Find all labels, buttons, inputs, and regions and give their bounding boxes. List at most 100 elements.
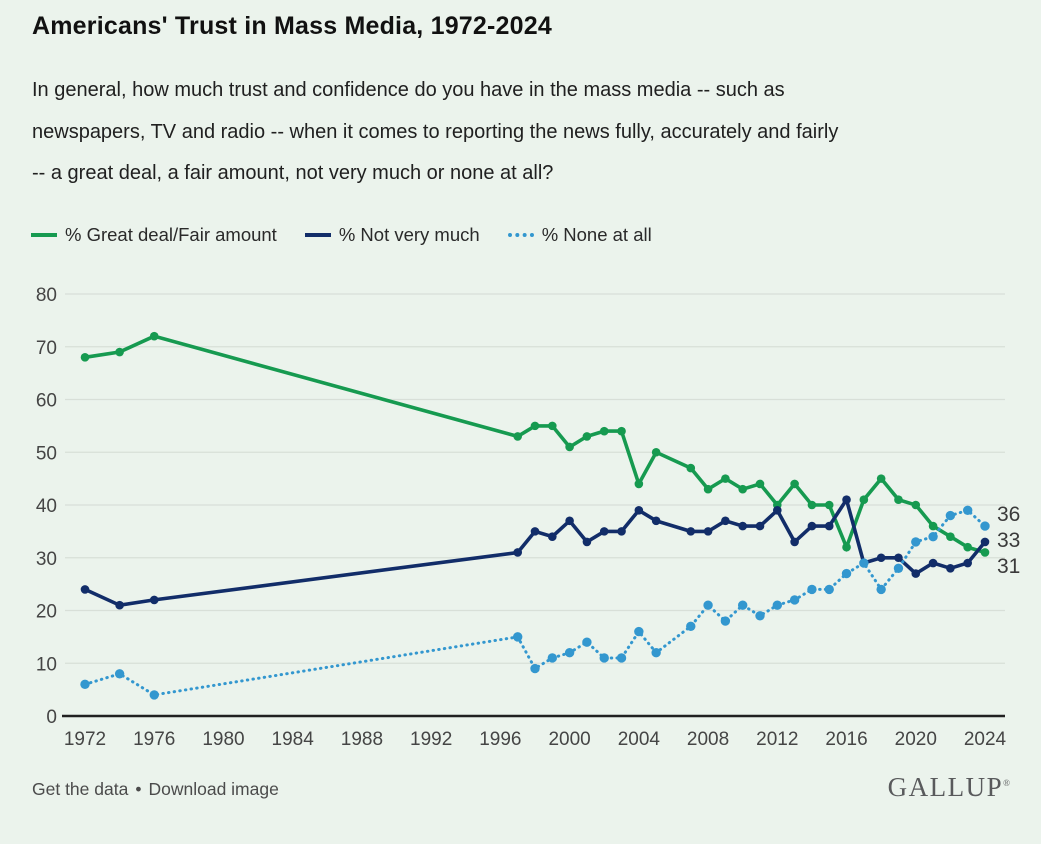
data-point [530, 663, 540, 674]
data-point [686, 621, 696, 632]
data-point [149, 690, 159, 700]
data-point [945, 510, 956, 521]
data-point [876, 474, 886, 483]
dotted-line-swatch-icon [507, 233, 534, 237]
data-point [149, 595, 159, 605]
subtitle-line: newspapers, TV and radio -- when it come… [32, 120, 839, 143]
page-title: Americans' Trust in Mass Media, 1972-202… [32, 12, 552, 40]
data-point [115, 347, 124, 357]
data-point [720, 616, 731, 626]
data-point [80, 585, 90, 594]
x-tick-label: 2008 [687, 729, 729, 750]
data-point [80, 679, 90, 690]
data-point [773, 505, 782, 515]
data-point [616, 653, 627, 663]
data-point [980, 537, 990, 547]
data-point [911, 500, 921, 510]
data-point [824, 584, 834, 595]
data-point [617, 426, 626, 436]
series-end-value-label: 31 [997, 555, 1020, 578]
series-end-value-label: 33 [997, 529, 1020, 552]
y-tick-label: 40 [36, 496, 57, 517]
data-point [737, 600, 748, 610]
data-point [772, 600, 783, 610]
series [80, 331, 990, 557]
data-point [686, 463, 696, 473]
data-point [946, 532, 955, 541]
series-line [84, 334, 986, 555]
footer-separator: • [135, 779, 142, 799]
data-point [842, 542, 851, 552]
download-image-link[interactable]: Download image [148, 779, 279, 799]
data-point [755, 521, 765, 531]
series-line [84, 495, 987, 608]
x-tick-label: 1972 [64, 729, 106, 750]
data-point [582, 537, 592, 547]
data-point [962, 505, 973, 515]
data-point [547, 653, 558, 663]
data-point [738, 521, 747, 531]
data-point [807, 584, 817, 595]
footer-links: Get the data • Download image [32, 779, 279, 800]
legend-item-1[interactable]: % Not very much [304, 224, 480, 246]
y-tick-label: 80 [36, 285, 57, 306]
data-point [634, 479, 644, 489]
legend-item-2[interactable]: % None at all [507, 224, 652, 246]
chart-area: 0 10 20 30 40 50 60 70 80 1972 1976 1980 1984 1988 199… [0, 268, 1041, 760]
data-point [980, 521, 990, 531]
legend-item-0[interactable]: % Great deal/Fair amount [31, 224, 277, 246]
data-point [530, 421, 540, 431]
data-point [755, 611, 765, 621]
data-point [824, 500, 834, 510]
data-point [893, 563, 904, 573]
data-point [859, 495, 869, 505]
data-point [841, 568, 852, 579]
x-tick-label: 1996 [479, 729, 521, 750]
series-end-value-label: 36 [997, 503, 1020, 526]
legend-label: % Great deal/Fair amount [65, 224, 277, 245]
y-tick-label: 60 [36, 391, 57, 412]
subtitle-line: In general, how much trust and confidenc… [32, 79, 785, 101]
x-tick-label: 1988 [341, 729, 383, 750]
data-point [582, 432, 592, 441]
data-point [911, 537, 921, 547]
data-point [876, 584, 886, 595]
data-point [721, 474, 730, 483]
data-point [114, 669, 125, 679]
data-point [911, 569, 921, 578]
data-point [807, 500, 817, 510]
data-point [963, 558, 972, 568]
trust-trend-line-chart: 0 10 20 30 40 50 60 70 80 1972 1976 1980 1984 1988 199… [36, 285, 1021, 750]
gallup-logo-text: GALLUP [887, 772, 1004, 802]
data-point [928, 531, 938, 542]
data-point [980, 548, 990, 557]
data-point [721, 516, 730, 526]
y-tick-label: 0 [46, 707, 57, 728]
get-the-data-link[interactable]: Get the data [32, 779, 129, 799]
data-point [651, 516, 661, 526]
data-point [599, 426, 609, 436]
solid-line-swatch-icon [31, 233, 57, 237]
x-tick-label: 2024 [964, 729, 1007, 750]
data-point [703, 600, 713, 610]
data-point [859, 558, 869, 568]
solid-line-swatch-icon [304, 233, 331, 237]
series [80, 495, 990, 610]
data-point [686, 527, 696, 536]
gallup-logo: GALLUP® [888, 772, 1010, 803]
data-point [548, 421, 557, 431]
legend-label: % Not very much [338, 224, 480, 245]
series [80, 505, 990, 700]
data-point [634, 626, 644, 637]
data-point [790, 537, 799, 547]
data-point [617, 527, 626, 536]
data-point [946, 564, 955, 573]
data-point [565, 442, 574, 452]
data-point [564, 648, 575, 658]
data-point [738, 484, 747, 494]
data-point [789, 595, 800, 605]
data-point [582, 637, 592, 647]
y-tick-label: 10 [36, 654, 57, 675]
data-point [807, 521, 817, 531]
